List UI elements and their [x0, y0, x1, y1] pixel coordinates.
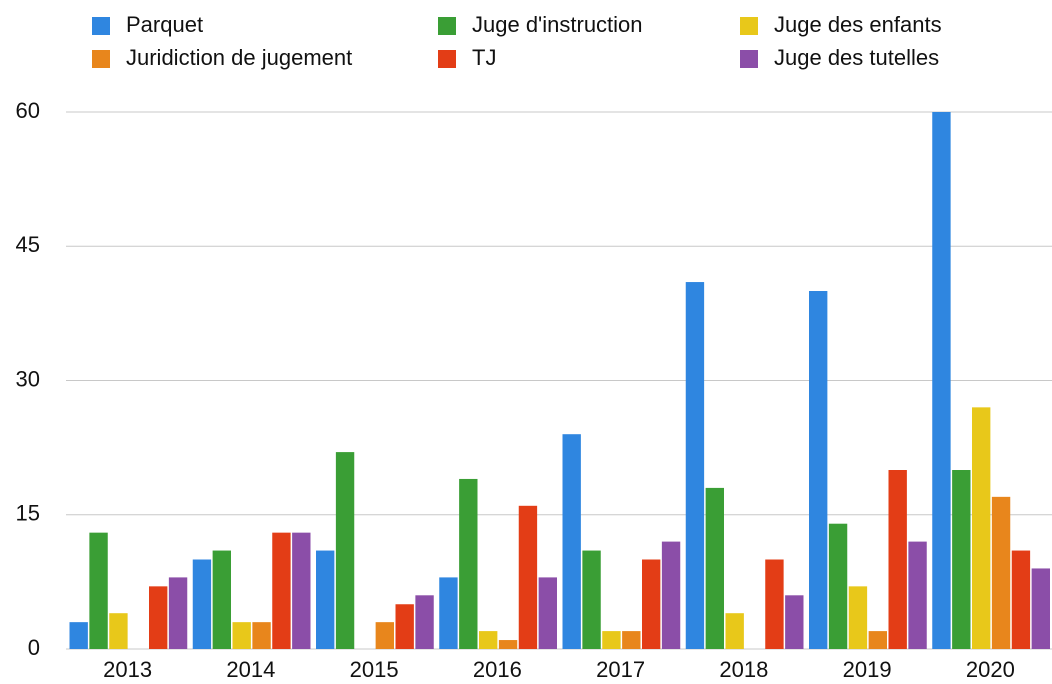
bar — [149, 586, 168, 649]
bar — [991, 496, 1011, 649]
bar — [642, 559, 661, 649]
bar — [252, 622, 271, 649]
bar — [809, 291, 828, 649]
bar — [479, 631, 498, 649]
legend-label: Parquet — [126, 12, 203, 37]
legend-swatch — [438, 50, 456, 68]
bar — [661, 541, 681, 649]
bar — [908, 541, 927, 649]
bar — [232, 622, 251, 649]
legend-label: Juge d'instruction — [472, 12, 643, 37]
bar — [375, 622, 394, 649]
x-tick-label: 2018 — [719, 657, 768, 682]
y-tick-label: 15 — [16, 501, 40, 526]
legend-swatch — [740, 50, 758, 68]
y-tick-label: 60 — [16, 98, 40, 123]
x-tick-label: 2016 — [473, 657, 522, 682]
bar — [89, 532, 108, 649]
x-tick-label: 2019 — [843, 657, 892, 682]
bar — [725, 613, 744, 649]
legend-swatch — [92, 50, 110, 68]
bar — [335, 452, 355, 649]
bar — [69, 622, 88, 649]
bar — [192, 559, 212, 649]
bar — [705, 487, 724, 649]
bar — [316, 550, 335, 649]
x-tick-label: 2013 — [103, 657, 152, 682]
bar — [168, 577, 188, 649]
bar — [888, 470, 907, 649]
bar — [395, 604, 414, 649]
x-tick-label: 2014 — [226, 657, 275, 682]
legend-swatch — [740, 17, 758, 35]
bar — [498, 640, 518, 649]
bar — [439, 577, 458, 649]
legend-swatch — [92, 17, 110, 35]
x-tick-label: 2015 — [350, 657, 399, 682]
bar — [562, 434, 581, 649]
y-tick-label: 0 — [28, 635, 40, 660]
bar — [952, 470, 971, 649]
bar — [932, 112, 951, 649]
bar — [582, 550, 601, 649]
bar — [785, 595, 804, 649]
bar — [848, 586, 868, 649]
bar — [415, 595, 434, 649]
bar — [685, 282, 705, 649]
bar — [828, 523, 848, 649]
legend-label: TJ — [472, 45, 496, 70]
bar — [972, 407, 991, 649]
x-tick-label: 2017 — [596, 657, 645, 682]
bar — [602, 631, 621, 649]
y-tick-label: 45 — [16, 232, 40, 257]
bar — [292, 532, 311, 649]
legend-label: Juge des enfants — [774, 12, 942, 37]
bar — [538, 577, 557, 649]
bar — [622, 631, 641, 649]
bar — [272, 532, 291, 649]
bar — [765, 559, 784, 649]
bar — [459, 478, 478, 649]
bar — [1031, 568, 1050, 649]
bar — [868, 631, 887, 649]
bar — [212, 550, 231, 649]
legend-label: Juge des tutelles — [774, 45, 939, 70]
y-tick-label: 30 — [16, 366, 40, 391]
bar — [1011, 550, 1031, 649]
x-tick-label: 2020 — [966, 657, 1015, 682]
bar — [518, 505, 538, 649]
legend-label: Juridiction de jugement — [126, 45, 352, 70]
bar — [109, 613, 128, 649]
legend-swatch — [438, 17, 456, 35]
